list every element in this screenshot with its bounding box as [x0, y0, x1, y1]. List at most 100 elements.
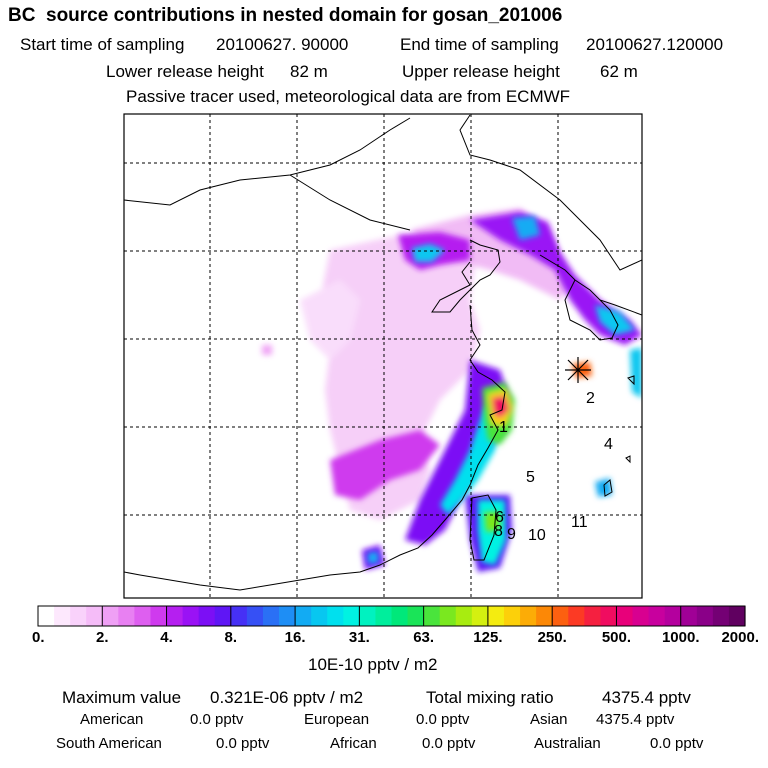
- colorbar-swatch: [102, 606, 119, 626]
- total-label: Total mixing ratio: [426, 688, 554, 707]
- colorbar-tick-label: 31.: [349, 629, 370, 646]
- colorbar-swatch: [182, 606, 200, 626]
- source-value-african: 0.0 pptv: [422, 735, 476, 752]
- border-line: [289, 174, 411, 231]
- colorbar-swatch: [632, 606, 650, 626]
- end-time-label: End time of sampling: [400, 35, 559, 54]
- plume-cyan-isle: [595, 478, 612, 497]
- plume-green-south: [484, 512, 500, 532]
- colorbar-swatch: [70, 606, 87, 626]
- colorbar-swatch: [246, 606, 264, 626]
- colorbar-tick-labels: 0. 2. 4. 8. 16. 31. 63. 125. 250. 500. 1000. 2000.: [32, 629, 759, 646]
- colorbar-unit: 10E-10 pptv / m2: [308, 655, 438, 674]
- maximum-label: Maximum value: [62, 688, 182, 707]
- colorbar-swatch: [423, 606, 441, 626]
- colorbar-tick-label: 250.: [538, 629, 567, 646]
- colorbar-swatch: [118, 606, 136, 626]
- end-time-value: 20100627.120000: [586, 35, 724, 54]
- colorbar-tick-label: 500.: [602, 629, 631, 646]
- colorbar-swatch: [680, 606, 698, 626]
- lower-height-label: Lower release height: [106, 62, 264, 81]
- colorbar-swatch: [407, 606, 425, 626]
- colorbar-swatch: [520, 606, 537, 626]
- colorbar-tick-label: 2.: [96, 629, 109, 646]
- data-note: Passive tracer used, meteorological data…: [126, 87, 571, 106]
- receptor-label-8: 8: [494, 523, 503, 540]
- receptor-label-5: 5: [526, 469, 535, 486]
- colorbar-swatch: [536, 606, 553, 626]
- plume-cyan-right: [630, 348, 642, 398]
- source-value-australian: 0.0 pptv: [650, 735, 704, 752]
- coastline-korea: [564, 279, 619, 341]
- chart-title: BC source contributions in nested domain…: [8, 5, 563, 26]
- colorbar-tick-label: 16.: [285, 629, 306, 646]
- receptor-label-1: 1: [499, 419, 508, 436]
- colorbar-swatch: [86, 606, 103, 626]
- total-value: 4375.4 pptv: [602, 688, 691, 707]
- receptor-label-6: 6: [495, 509, 504, 526]
- colorbar-swatch: [503, 606, 521, 626]
- plume-cyan-coast: [440, 405, 500, 515]
- maximum-value: 0.321E-06 pptv / m2: [210, 688, 364, 707]
- colorbar-swatch: [568, 606, 585, 626]
- source-name-asian: Asian: [530, 711, 568, 728]
- colorbar-swatch: [375, 606, 393, 626]
- colorbar-tick-label: 2000.: [721, 629, 759, 646]
- plume-purple-inland: [330, 430, 440, 500]
- receptor-label-11: 11: [571, 514, 588, 531]
- colorbar-swatch: [712, 606, 730, 626]
- source-value-south-american: 0.0 pptv: [216, 735, 270, 752]
- source-value-asian: 4375.4 pptv: [596, 711, 675, 728]
- upper-height-value: 62 m: [600, 62, 638, 81]
- colorbar-swatch: [214, 606, 232, 626]
- source-name-south-american: South American: [56, 735, 162, 752]
- colorbar-swatch: [343, 606, 360, 626]
- colorbar-tick-label: 63.: [413, 629, 434, 646]
- receptor-marker-gosan: [565, 357, 591, 383]
- colorbar-swatch: [295, 606, 312, 626]
- source-name-american: American: [80, 711, 144, 728]
- colorbar-frame: [37, 605, 746, 627]
- colorbar-swatch: [359, 606, 377, 626]
- colorbar-swatch: [279, 606, 296, 626]
- colorbar-swatch: [150, 606, 168, 626]
- colorbar-swatch: [616, 606, 634, 626]
- receptor-label-4: 4: [604, 436, 613, 453]
- colorbar-swatch: [648, 606, 666, 626]
- colorbar-swatch: [134, 606, 152, 626]
- colorbar: [37, 605, 746, 627]
- source-name-australian: Australian: [534, 735, 601, 752]
- plume-cyan-north: [412, 244, 445, 262]
- coastlines: [124, 114, 642, 591]
- colorbar-swatch: [552, 606, 569, 626]
- plot-frame: [123, 113, 643, 599]
- lower-height-value: 82 m: [290, 62, 328, 81]
- gridlines: [124, 114, 642, 598]
- colorbar-swatch: [728, 606, 746, 626]
- colorbar-swatch: [230, 606, 248, 626]
- colorbar-swatch: [198, 606, 216, 626]
- plume-layer: [262, 208, 642, 572]
- colorbar-tick-label: 4.: [160, 629, 173, 646]
- colorbar-tick-label: 1000.: [662, 629, 700, 646]
- colorbar-swatch: [166, 606, 184, 626]
- plume-haze-outer: [300, 280, 360, 360]
- colorbar-swatch: [455, 606, 473, 626]
- colorbar-swatch: [584, 606, 601, 626]
- colorbar-swatch: [471, 606, 489, 626]
- upper-height-label: Upper release height: [402, 62, 560, 81]
- source-value-european: 0.0 pptv: [416, 711, 470, 728]
- start-time-value: 20100627. 90000: [216, 35, 349, 54]
- colorbar-tick-label: 8.: [225, 629, 238, 646]
- source-name-european: European: [304, 711, 370, 728]
- plume-cyan-sw: [367, 551, 379, 564]
- colorbar-swatch: [262, 606, 280, 626]
- plume-cyan-ne: [512, 216, 540, 240]
- coastline-taiwan: [469, 494, 497, 561]
- colorbar-swatch: [439, 606, 457, 626]
- colorbar-swatch: [311, 606, 328, 626]
- coastline-japan-islands: [603, 375, 635, 497]
- colorbar-swatch: [487, 606, 505, 626]
- colorbar-swatch: [696, 606, 714, 626]
